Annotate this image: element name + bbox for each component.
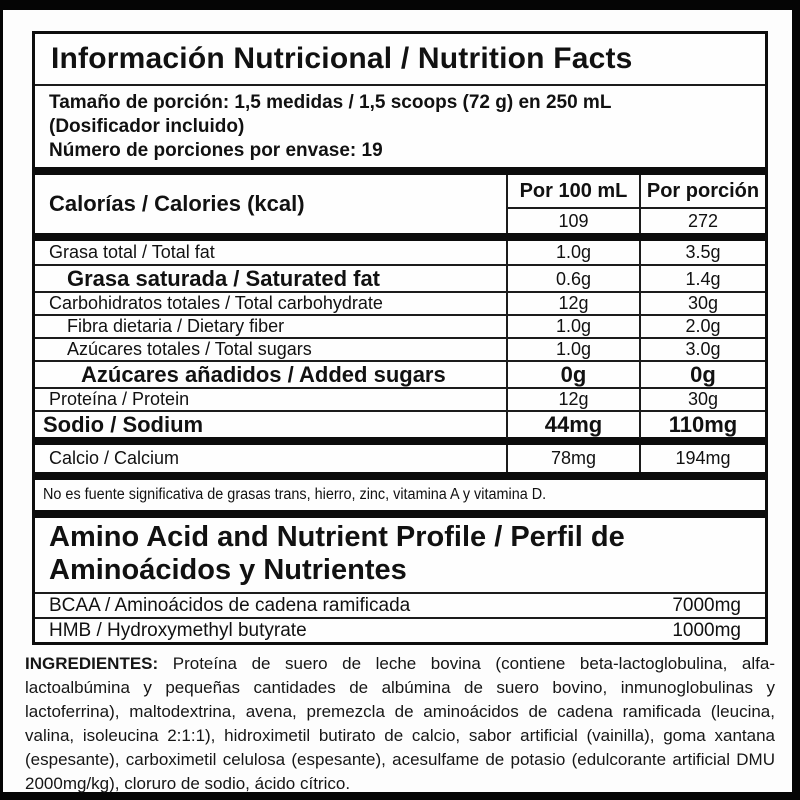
ingredients-paragraph: INGREDIENTES: Proteína de suero de leche… <box>25 652 775 796</box>
nutrient-label: Grasa saturada / Saturated fat <box>67 266 381 291</box>
per-portion-value: 194mg <box>639 445 765 472</box>
nutrition-facts-panel: Información Nutricional / Nutrition Fact… <box>32 31 768 645</box>
column-header-per-100ml: Por 100 mL <box>506 175 639 207</box>
panel-title-row: Información Nutricional / Nutrition Fact… <box>35 34 765 86</box>
per-portion-value: 30g <box>639 293 765 314</box>
calories-per-100ml-value: 109 <box>506 207 639 233</box>
footnote-text: No es fuente significativa de grasas tra… <box>43 486 547 503</box>
ingredients-label: INGREDIENTES: <box>25 654 159 673</box>
per-100ml-value: 44mg <box>506 412 639 438</box>
serving-info: Tamaño de porción: 1,5 medidas / 1,5 sco… <box>35 86 765 167</box>
serving-size-line: Tamaño de porción: 1,5 medidas / 1,5 sco… <box>49 92 612 113</box>
nutrient-label: Fibra dietaria / Dietary fiber <box>67 316 285 336</box>
per-100ml-value: 0g <box>506 362 639 388</box>
nutrient-label: Carbohidratos totales / Total carbohydra… <box>49 293 383 313</box>
nutrient-label: Sodio / Sodium <box>43 412 204 437</box>
nutrient-row-calcium: Calcio / Calcium 78mg 194mg <box>35 445 765 472</box>
footnote-row: No es fuente significativa de grasas tra… <box>35 480 765 510</box>
nutrient-row-total-carbohydrate: Carbohidratos totales / Total carbohydra… <box>35 291 765 314</box>
divider-bar <box>35 472 765 480</box>
per-100ml-value: 78mg <box>506 445 639 472</box>
per-100ml-value: 12g <box>506 293 639 314</box>
calories-label: Calorías / Calories (kcal) <box>49 191 305 216</box>
calories-per-portion-value: 272 <box>639 207 765 233</box>
nutrient-row-sodium: Sodio / Sodium 44mg 110mg <box>35 410 765 438</box>
column-header-per-portion: Por porción <box>639 175 765 207</box>
amino-value: 1000mg <box>672 619 741 641</box>
amino-value: 7000mg <box>672 594 741 616</box>
panel-title: Información Nutricional / Nutrition Fact… <box>51 42 633 75</box>
per-portion-value: 2.0g <box>639 316 765 337</box>
amino-row-hmb: HMB / Hydroxymethyl butyrate 1000mg <box>35 617 765 642</box>
nutrient-label: Grasa total / Total fat <box>49 242 215 262</box>
amino-row-bcaa: BCAA / Aminoácidos de cadena ramificada … <box>35 592 765 617</box>
divider-bar <box>35 167 765 175</box>
nutrient-row-dietary-fiber: Fibra dietaria / Dietary fiber 1.0g 2.0g <box>35 314 765 337</box>
nutrient-row-total-fat: Grasa total / Total fat 1.0g 3.5g <box>35 241 765 264</box>
nutrient-row-total-sugars: Azúcares totales / Total sugars 1.0g 3.0… <box>35 337 765 360</box>
per-portion-value: 1.4g <box>639 266 765 292</box>
per-portion-value: 30g <box>639 389 765 410</box>
divider-bar <box>35 437 765 445</box>
nutrient-row-saturated-fat: Grasa saturada / Saturated fat 0.6g 1.4g <box>35 264 765 292</box>
per-100ml-value: 1.0g <box>506 316 639 337</box>
servings-per-container-line: Número de porciones por envase: 19 <box>49 140 383 161</box>
scoop-included-line: (Dosificador incluido) <box>49 116 245 137</box>
per-portion-value: 0g <box>639 362 765 388</box>
nutrient-row-added-sugars: Azúcares añadidos / Added sugars 0g 0g <box>35 360 765 388</box>
per-portion-value: 3.0g <box>639 339 765 360</box>
per-100ml-value: 0.6g <box>506 266 639 292</box>
amino-profile-title: Amino Acid and Nutrient Profile / Perfil… <box>49 521 625 586</box>
ingredients-text: Proteína de suero de leche bovina (conti… <box>25 654 775 793</box>
per-portion-value: 3.5g <box>639 241 765 264</box>
divider-bar <box>35 233 765 241</box>
amino-label: BCAA / Aminoácidos de cadena ramificada <box>49 594 411 616</box>
nutrient-label: Calcio / Calcium <box>49 448 180 468</box>
nutrient-label: Azúcares añadidos / Added sugars <box>81 362 446 387</box>
amino-label: HMB / Hydroxymethyl butyrate <box>49 619 307 641</box>
per-100ml-value: 1.0g <box>506 241 639 264</box>
nutrient-table: Grasa total / Total fat 1.0g 3.5g Grasa … <box>35 241 765 438</box>
nutrient-row-protein: Proteína / Protein 12g 30g <box>35 387 765 410</box>
per-100ml-value: 1.0g <box>506 339 639 360</box>
per-portion-value: 110mg <box>639 412 765 438</box>
per-100ml-value: 12g <box>506 389 639 410</box>
nutrient-label: Proteína / Protein <box>49 389 190 409</box>
calories-header: Calorías / Calories (kcal) Por 100 mL Po… <box>35 175 765 233</box>
divider-bar <box>35 510 765 518</box>
nutrient-label: Azúcares totales / Total sugars <box>67 339 312 359</box>
